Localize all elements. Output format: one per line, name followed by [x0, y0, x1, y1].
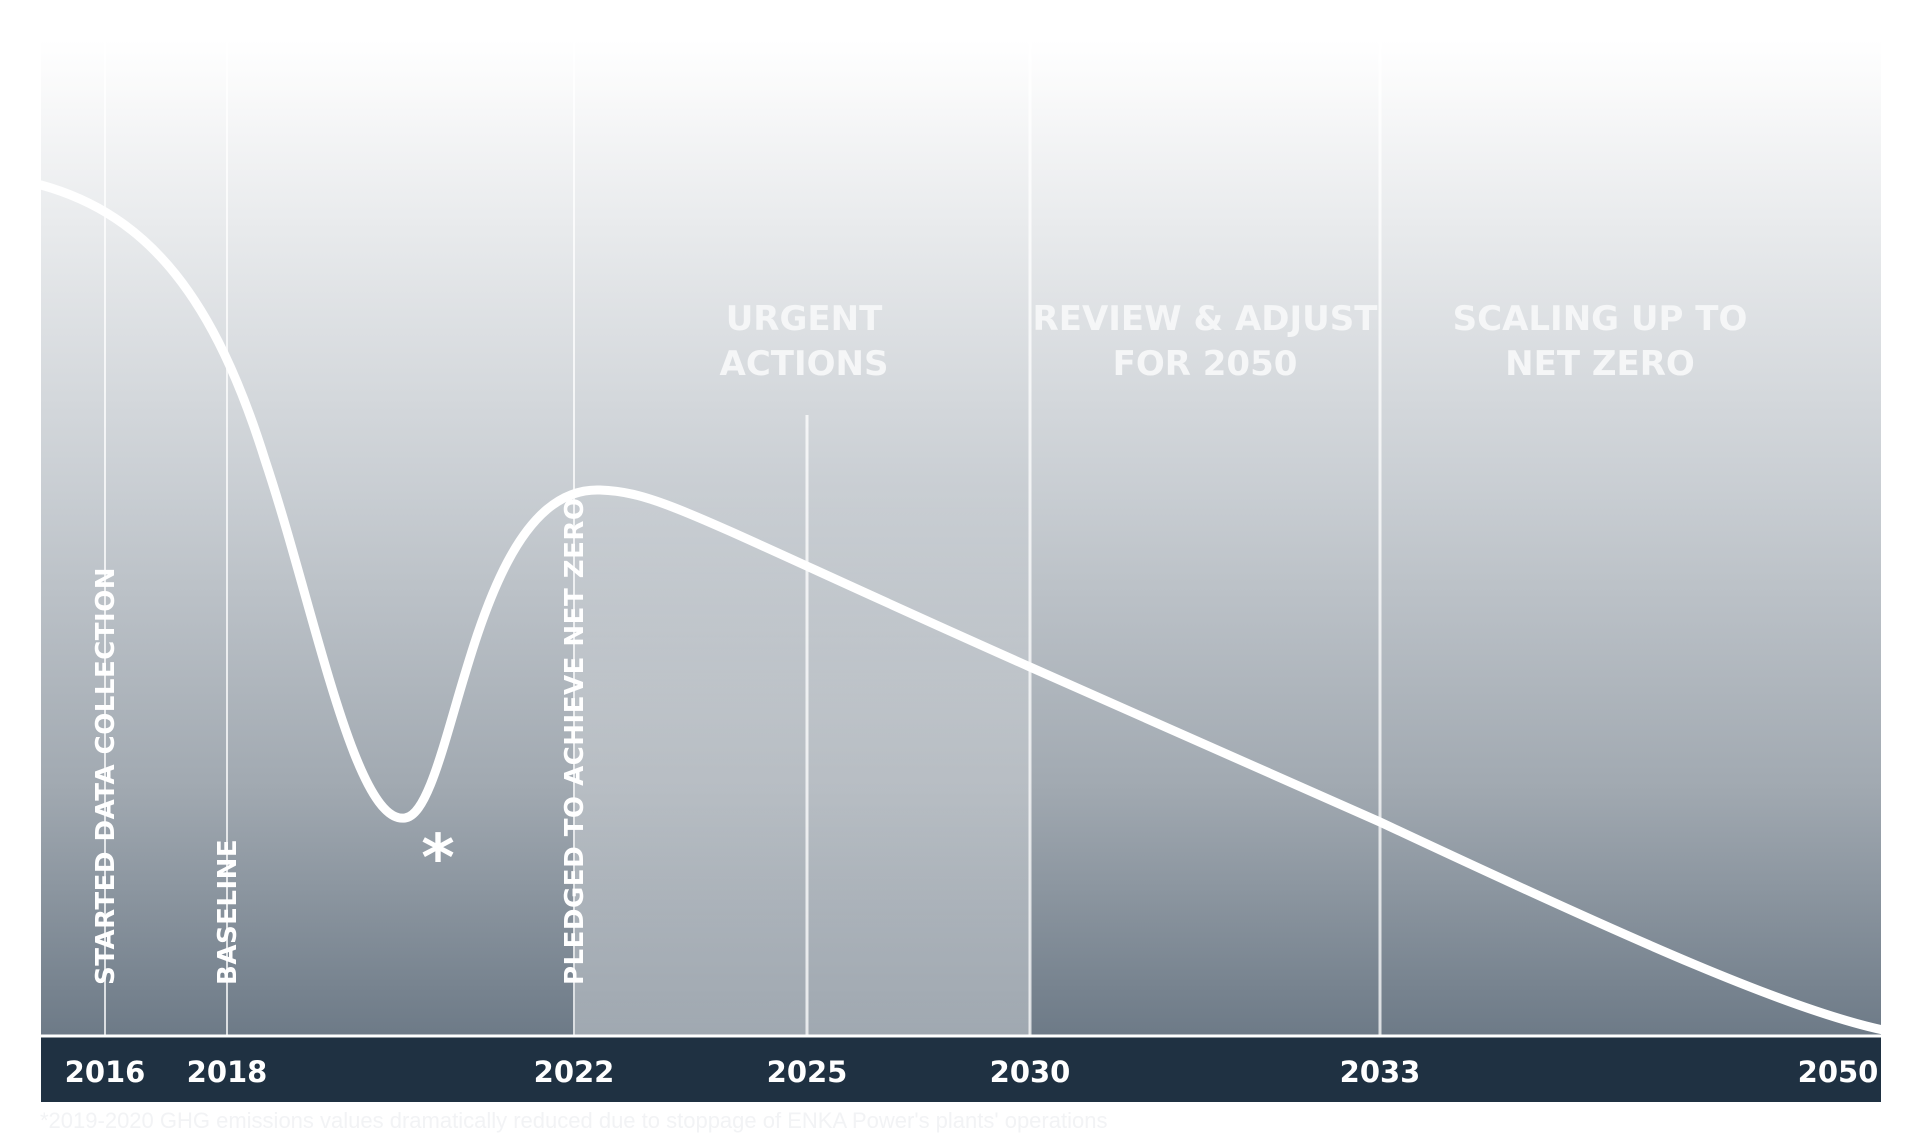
urgent-actions-band [575, 480, 1030, 1036]
phase-urgent-actions-line2: ACTIONS [720, 344, 889, 384]
year-2033: 2033 [1340, 1055, 1421, 1089]
asterisk-marker: * [421, 822, 454, 896]
phase-urgent-actions-line1: URGENT [726, 299, 883, 339]
year-2022: 2022 [534, 1055, 615, 1089]
milestone-pledged-net-zero: PLEDGED TO ACHIEVE NET ZERO [560, 498, 590, 985]
phase-scaling-up-line1: SCALING UP TO [1453, 299, 1748, 339]
year-2018: 2018 [187, 1055, 268, 1089]
phase-scaling-up-line2: NET ZERO [1505, 344, 1695, 384]
emissions-curve [36, 180, 1888, 1035]
year-2016: 2016 [65, 1055, 146, 1089]
milestone-started-data-collection: STARTED DATA COLLECTION [91, 567, 121, 985]
milestone-baseline: BASELINE [213, 839, 243, 985]
axis-bar [41, 1036, 1881, 1102]
year-2025: 2025 [767, 1055, 848, 1089]
year-2030: 2030 [990, 1055, 1071, 1089]
year-2050: 2050 [1798, 1055, 1879, 1089]
phase-review-adjust-line2: FOR 2050 [1113, 344, 1298, 384]
phase-review-adjust-line1: REVIEW & ADJUST [1033, 299, 1379, 339]
footnote: *2019-2020 GHG emissions values dramatic… [40, 1108, 1108, 1133]
